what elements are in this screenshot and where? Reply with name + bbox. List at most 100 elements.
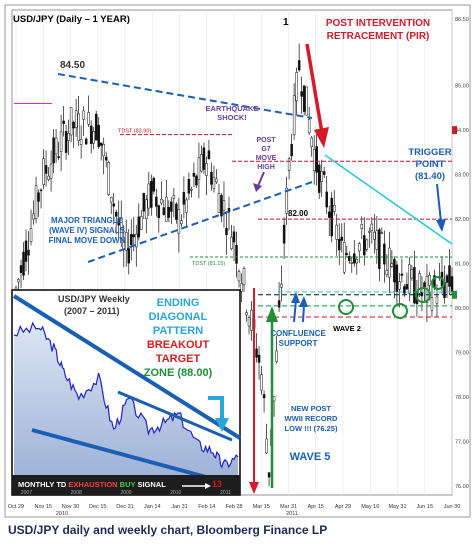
candle-down — [302, 85, 306, 112]
confluence-arrowhead-1 — [291, 292, 300, 303]
x-tick-label: May 16 — [361, 504, 379, 510]
x-tick-label: May 31 — [388, 504, 406, 510]
diagonal-label: DIAGONAL — [149, 311, 208, 323]
candle-up — [418, 273, 421, 294]
weekly-x-tick: 2007 — [21, 490, 32, 496]
candle-up — [107, 162, 110, 195]
record-low-label-1: NEW POST — [291, 404, 331, 413]
y-tick-label: 77.00 — [455, 440, 469, 446]
candle-up — [312, 149, 316, 172]
candle-up — [237, 271, 241, 282]
candle-down — [39, 189, 43, 192]
candle-down — [19, 265, 23, 273]
candle-down — [353, 253, 356, 264]
candle-up — [87, 112, 90, 125]
candle-up — [135, 233, 138, 248]
breakout-label: BREAKOUT — [147, 339, 210, 351]
candle-down — [393, 258, 396, 283]
candle-up — [375, 230, 379, 250]
candle-up — [245, 312, 248, 316]
pir-label-line1: POST INTERVENTION — [326, 18, 430, 29]
price-marker-red — [452, 126, 457, 135]
g7-arrow-shaft — [257, 171, 265, 187]
candle-down — [383, 243, 386, 265]
candle-down — [327, 211, 331, 218]
candle-down — [112, 203, 115, 207]
candle-up — [185, 199, 188, 213]
weekly-x-tick: 2010 — [170, 490, 181, 496]
candle-up — [265, 438, 268, 454]
shock-label: SHOCK! — [217, 113, 247, 122]
trigger-arrow-shaft — [436, 183, 442, 223]
candle-down — [257, 354, 261, 363]
y-tick-label: 81.00 — [455, 262, 469, 268]
y-tick-label: 85.00 — [455, 84, 469, 90]
candle-down — [170, 201, 173, 212]
candle-up — [147, 183, 151, 209]
candle-up — [82, 110, 85, 120]
candle-up — [368, 231, 371, 233]
candle-up — [125, 231, 128, 251]
candle-down — [127, 248, 131, 264]
candle-up — [292, 95, 296, 136]
candle-up — [34, 185, 38, 219]
record-low-label-3: LOW !!! (76.25) — [285, 424, 338, 433]
candle-up — [435, 296, 439, 304]
move-label: MOVE — [256, 155, 277, 162]
wave5-red-arrow-head — [249, 482, 259, 494]
figure-caption: USD/JPY daily and weekly chart, Bloomber… — [8, 523, 328, 537]
x-tick-label: Mar 31 — [280, 504, 297, 510]
x-tick-label: Jan 31 — [171, 504, 188, 510]
confluence-arrow-1 — [293, 299, 297, 323]
x-tick-label: Jun 15 — [416, 504, 433, 510]
candle-down — [267, 472, 271, 478]
candle-down — [282, 224, 286, 244]
candle-up — [59, 131, 63, 153]
candle-down — [52, 137, 55, 164]
candle-down — [89, 125, 93, 144]
pir-arrow-head — [314, 127, 329, 148]
x-tick-label: Dec 31 — [116, 504, 133, 510]
weekly-x-ticks: 2007 2008 2009 2010 2011 — [21, 490, 231, 496]
triangle-label-3: FINAL MOVE DOWN — [49, 236, 126, 245]
breakout-arrow-shaft — [208, 396, 224, 420]
candle-up — [54, 137, 58, 155]
low-circle-1 — [392, 303, 408, 319]
candle-up — [365, 239, 369, 250]
candle-down — [255, 348, 258, 358]
candle-up — [385, 269, 389, 276]
support-label: SUPPORT — [279, 339, 318, 348]
y-tick-label: 86.50 — [455, 17, 469, 23]
candle-down — [340, 236, 343, 241]
confluence-arrow-2 — [302, 304, 305, 323]
g7-label: G7 — [261, 146, 270, 153]
candle-up — [247, 317, 251, 327]
candle-up — [250, 309, 253, 331]
candle-up — [102, 144, 105, 157]
candle-up — [370, 223, 374, 231]
candle-down — [450, 276, 454, 292]
y-axis: 86.50 85.00 84.00 83.00 82.00 81.00 80.00 79.00… — [455, 17, 469, 490]
candle-up — [355, 259, 359, 264]
candle-up — [145, 199, 148, 219]
candle-up — [200, 154, 203, 172]
x-tick-label: Feb 14 — [198, 504, 215, 510]
wave-2-label: WAVE 2 — [333, 324, 361, 333]
candle-up — [272, 396, 276, 402]
trend-overlays — [57, 73, 453, 293]
candle-up — [177, 209, 181, 234]
candle-down — [24, 240, 28, 262]
candle-down — [167, 206, 171, 218]
y-tick-label: 84.00 — [455, 128, 469, 134]
triangle-label-2: (WAVE IV) SIGNALS — [49, 226, 126, 235]
weekly-wedge-line — [117, 390, 233, 442]
candle-up — [42, 158, 45, 185]
x-year-label: 2011 — [286, 511, 298, 517]
candle-up — [205, 163, 208, 176]
candle-down — [132, 234, 136, 238]
candle-down — [27, 249, 30, 256]
candle-up — [380, 232, 384, 234]
candle-up — [408, 264, 411, 294]
